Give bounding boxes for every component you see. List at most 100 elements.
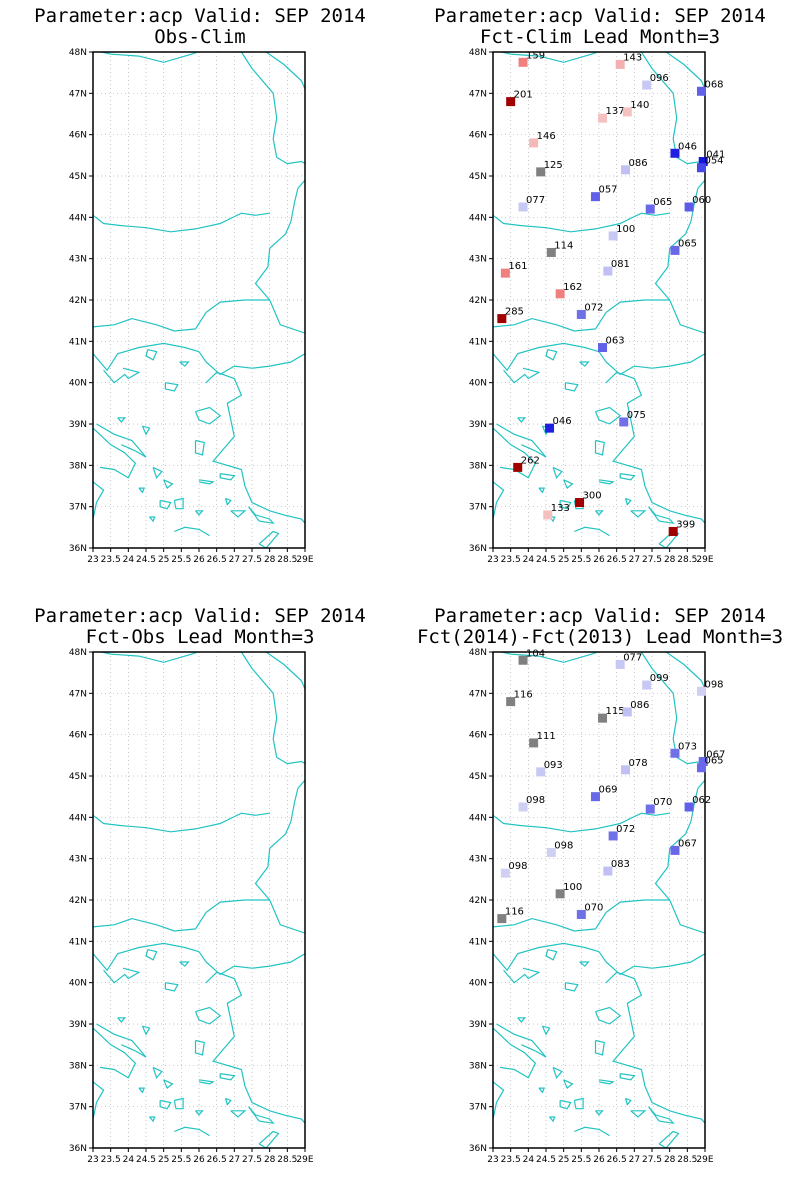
coastline bbox=[654, 179, 705, 301]
coastline bbox=[648, 506, 675, 525]
station-label: 399 bbox=[676, 519, 695, 530]
coastline bbox=[194, 439, 205, 456]
station-label: 078 bbox=[629, 758, 648, 769]
coastline bbox=[173, 1097, 184, 1110]
coastline bbox=[669, 299, 705, 334]
coastline bbox=[538, 1087, 546, 1094]
station-marker bbox=[670, 748, 680, 758]
lat-tick-label: 47N bbox=[69, 689, 87, 699]
station-marker bbox=[497, 914, 507, 924]
map-plot: 36N 37N 38N 39N 40N 41N 42N 43N 44N 45N 46N 47N 48N 2… bbox=[469, 648, 726, 1165]
lon-tick-label: 24.5 bbox=[536, 555, 556, 565]
coastline bbox=[93, 427, 137, 479]
lat-tick-label: 40N bbox=[469, 979, 487, 989]
coastline bbox=[254, 779, 305, 901]
lat-tick-label: 40N bbox=[69, 979, 87, 989]
station-label: 098 bbox=[554, 840, 573, 851]
station-label: 046 bbox=[678, 141, 697, 152]
station-label: 062 bbox=[692, 795, 711, 806]
lon-tick-label: 25 bbox=[558, 1155, 569, 1165]
coastline bbox=[195, 510, 204, 516]
coastline bbox=[545, 349, 558, 361]
coastline bbox=[658, 1130, 680, 1148]
lat-tick-label: 40N bbox=[469, 379, 487, 389]
coastline bbox=[665, 52, 705, 90]
panel-title-line2: Fct-Obs Lead Month=3 bbox=[85, 626, 315, 648]
lon-tick-label: 23.5 bbox=[501, 1155, 521, 1165]
lat-tick-label: 38N bbox=[469, 461, 487, 471]
coastline bbox=[538, 487, 546, 494]
station-label: 057 bbox=[598, 185, 617, 196]
station-marker bbox=[698, 157, 708, 167]
lat-tick-label: 42N bbox=[469, 896, 487, 906]
coastline bbox=[152, 1066, 163, 1079]
coastline bbox=[103, 967, 141, 984]
lon-tick-label: 26.5 bbox=[207, 1155, 227, 1165]
coastline bbox=[563, 479, 574, 490]
coastline bbox=[493, 299, 670, 332]
lat-tick-label: 38N bbox=[69, 461, 87, 471]
coastline bbox=[198, 479, 215, 485]
coastline bbox=[594, 1039, 605, 1056]
station-marker bbox=[518, 655, 528, 665]
station-label: 285 bbox=[505, 307, 524, 318]
coastline bbox=[93, 212, 270, 233]
lon-tick-label: 26.5 bbox=[207, 555, 227, 565]
lon-tick-label: 23 bbox=[87, 1155, 98, 1165]
station-marker bbox=[506, 97, 516, 107]
lon-tick-label: 26.5 bbox=[607, 555, 627, 565]
lat-tick-label: 47N bbox=[469, 89, 487, 99]
coastline bbox=[111, 565, 210, 577]
lon-tick-label: 26 bbox=[193, 555, 205, 565]
lat-tick-label: 41N bbox=[69, 337, 87, 347]
station-marker bbox=[696, 686, 706, 696]
coastline bbox=[93, 481, 105, 520]
station-marker bbox=[536, 167, 546, 177]
panel-title-line1: Parameter:acp Valid: SEP 2014 bbox=[434, 5, 766, 27]
coastline bbox=[149, 516, 156, 523]
station-label: 143 bbox=[623, 52, 642, 63]
station-marker bbox=[500, 868, 510, 878]
coastline bbox=[639, 52, 678, 158]
coastline bbox=[239, 652, 278, 758]
coastline bbox=[594, 1006, 622, 1025]
coastline bbox=[93, 812, 270, 833]
coastline bbox=[96, 423, 147, 458]
lat-tick-label: 44N bbox=[469, 813, 487, 823]
coastline bbox=[598, 479, 615, 485]
coastline bbox=[517, 1017, 527, 1023]
coastline bbox=[598, 351, 705, 376]
coastline bbox=[164, 382, 179, 392]
lat-tick-label: 48N bbox=[469, 648, 487, 658]
station-marker bbox=[546, 847, 556, 857]
grid-lines bbox=[493, 52, 705, 548]
station-marker bbox=[696, 86, 706, 96]
station-label: 041 bbox=[706, 150, 725, 161]
lon-tick-label: 26 bbox=[193, 1155, 205, 1165]
coastline bbox=[103, 367, 141, 384]
lon-tick-label: 23.5 bbox=[101, 1155, 121, 1165]
coastline bbox=[564, 382, 579, 392]
station-label: 073 bbox=[678, 741, 697, 752]
station-label: 300 bbox=[583, 491, 602, 502]
station-marker bbox=[506, 697, 516, 707]
station-label: 077 bbox=[623, 652, 642, 663]
coastline bbox=[145, 349, 158, 361]
lat-tick-label: 39N bbox=[469, 1020, 487, 1030]
coastline bbox=[549, 1116, 556, 1123]
coastline bbox=[541, 1025, 551, 1036]
station-marker bbox=[622, 107, 632, 117]
coastline bbox=[648, 1106, 675, 1125]
coastline bbox=[630, 1110, 647, 1118]
coastline bbox=[493, 212, 670, 233]
lat-tick-label: 37N bbox=[469, 1103, 487, 1113]
station-marker bbox=[621, 765, 630, 775]
coastline bbox=[93, 899, 270, 932]
lat-tick-label: 43N bbox=[69, 855, 87, 865]
station-marker bbox=[615, 59, 625, 69]
coastline bbox=[276, 756, 305, 765]
coastline bbox=[598, 951, 705, 976]
lat-tick-label: 36N bbox=[469, 544, 487, 554]
station-marker bbox=[621, 165, 630, 175]
coastline bbox=[149, 1116, 156, 1123]
